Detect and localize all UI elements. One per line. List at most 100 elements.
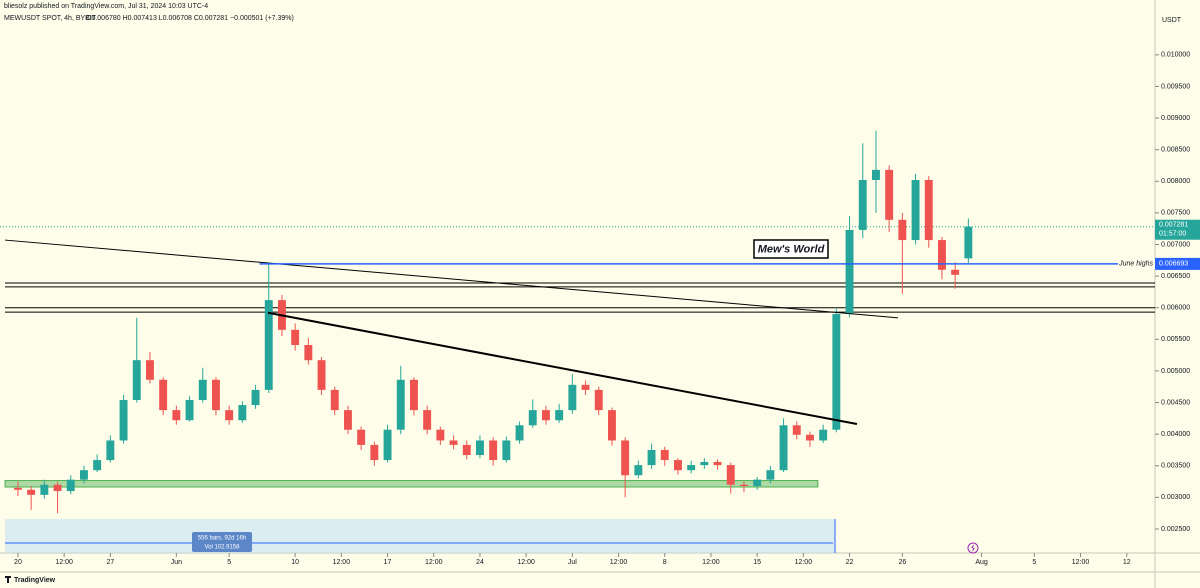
candle-body — [792, 425, 801, 435]
y-tick-label: 0.009500 — [1161, 83, 1190, 90]
candle-body — [172, 410, 181, 421]
x-tick-label: 12 — [1123, 559, 1131, 566]
candle-body — [898, 219, 907, 241]
brand: TradingView — [14, 577, 56, 584]
candle-body — [211, 379, 220, 411]
candle-body — [370, 444, 379, 461]
candle-body — [423, 410, 432, 430]
candle-body — [53, 484, 62, 492]
level-tag — [1155, 257, 1200, 270]
level-label: June highs — [1118, 261, 1153, 268]
candle-body — [568, 384, 577, 411]
candle-body — [713, 461, 722, 466]
trend-line — [4, 239, 899, 319]
x-tick-label: 22 — [846, 559, 854, 566]
candle-body — [330, 389, 339, 411]
candle-body — [475, 440, 484, 456]
candle-body — [885, 169, 894, 220]
candle-body — [317, 360, 326, 390]
candle-body — [541, 410, 550, 421]
candle-body — [819, 429, 828, 441]
y-tick-label: 0.004000 — [1161, 431, 1190, 438]
x-tick-label: 12:00 — [702, 559, 720, 566]
candle-body — [27, 489, 36, 495]
y-tick-label: 0.002500 — [1161, 526, 1190, 533]
y-tick-label: 0.003000 — [1161, 494, 1190, 501]
candle-body — [845, 229, 854, 315]
candle-body — [951, 269, 960, 275]
x-tick-label: 10 — [291, 559, 299, 566]
x-tick-label: 12:00 — [795, 559, 813, 566]
candle-body — [621, 440, 630, 476]
x-tick-label: 27 — [106, 559, 114, 566]
annotation: Mew's World — [758, 243, 825, 255]
candle-body — [357, 429, 366, 445]
candle-body — [924, 180, 933, 241]
candle-body — [119, 400, 128, 441]
price-tag-label: 0.007281 — [1159, 222, 1188, 229]
candle-body — [911, 180, 920, 241]
x-tick-label: 24 — [476, 559, 484, 566]
candle-body — [594, 389, 603, 411]
candle-body — [396, 379, 405, 430]
candle-body — [528, 410, 537, 426]
candle-body — [871, 169, 880, 181]
y-tick-label: 0.007500 — [1161, 210, 1190, 217]
ohlc: O0.006780 H0.007413 L0.006708 C0.007281 … — [86, 15, 294, 22]
x-tick-label: 12:00 — [1072, 559, 1090, 566]
currency: USDT — [1162, 17, 1182, 24]
candle-body — [238, 405, 247, 421]
x-tick-label: 5 — [1032, 559, 1036, 566]
candle-body — [779, 425, 788, 471]
x-tick-label: Aug — [975, 559, 988, 566]
candle-body — [462, 444, 471, 456]
candle-body — [304, 345, 313, 361]
measure-label-bg — [192, 532, 252, 552]
candle-body — [132, 360, 141, 401]
level-tag-label: 0.006693 — [1159, 261, 1188, 268]
candle-body — [291, 329, 300, 346]
candle-body — [700, 461, 709, 466]
support-band — [4, 480, 819, 488]
candle-body — [555, 410, 564, 421]
candle-body — [93, 460, 102, 471]
candle-body — [687, 465, 696, 471]
x-tick-label: 12:00 — [55, 559, 73, 566]
y-tick-label: 0.006500 — [1161, 273, 1190, 280]
candle-body — [607, 410, 616, 441]
candle-body — [673, 460, 682, 471]
candle-body — [198, 379, 207, 401]
event-bolt — [971, 544, 975, 552]
x-tick-label: 8 — [663, 559, 667, 566]
candle-body — [634, 465, 643, 476]
candle-body — [832, 314, 841, 430]
x-tick-label: Jun — [171, 559, 182, 566]
y-tick-label: 0.006000 — [1161, 305, 1190, 312]
candle-body — [581, 384, 590, 390]
candle-body — [409, 379, 418, 411]
y-tick-label: 0.003500 — [1161, 463, 1190, 470]
x-tick-label: 12:00 — [333, 559, 351, 566]
y-tick-label: 0.005500 — [1161, 336, 1190, 343]
candle-body — [726, 465, 735, 485]
measure-bars: 556 bars, 92d 16h — [198, 536, 246, 542]
candle-body — [449, 440, 458, 445]
candle-body — [436, 429, 445, 441]
y-tick-label: 0.005000 — [1161, 368, 1190, 375]
candle-body — [489, 440, 498, 461]
candle-body — [383, 429, 392, 461]
candle-body — [753, 479, 762, 486]
trend-line — [267, 311, 858, 426]
symbol: MEWUSDT SPOT, 4h, BYBIT — [4, 15, 97, 22]
y-tick-label: 0.004500 — [1161, 399, 1190, 406]
candle-body — [805, 434, 814, 441]
x-tick-label: 12:00 — [610, 559, 628, 566]
countdown: 01:57:00 — [1159, 231, 1186, 238]
publisher: bliesolz published on TradingView.com, J… — [4, 3, 208, 10]
candle-body — [264, 300, 273, 390]
event-icon[interactable] — [967, 542, 979, 554]
candle-body — [660, 449, 669, 461]
x-tick-label: 17 — [384, 559, 392, 566]
